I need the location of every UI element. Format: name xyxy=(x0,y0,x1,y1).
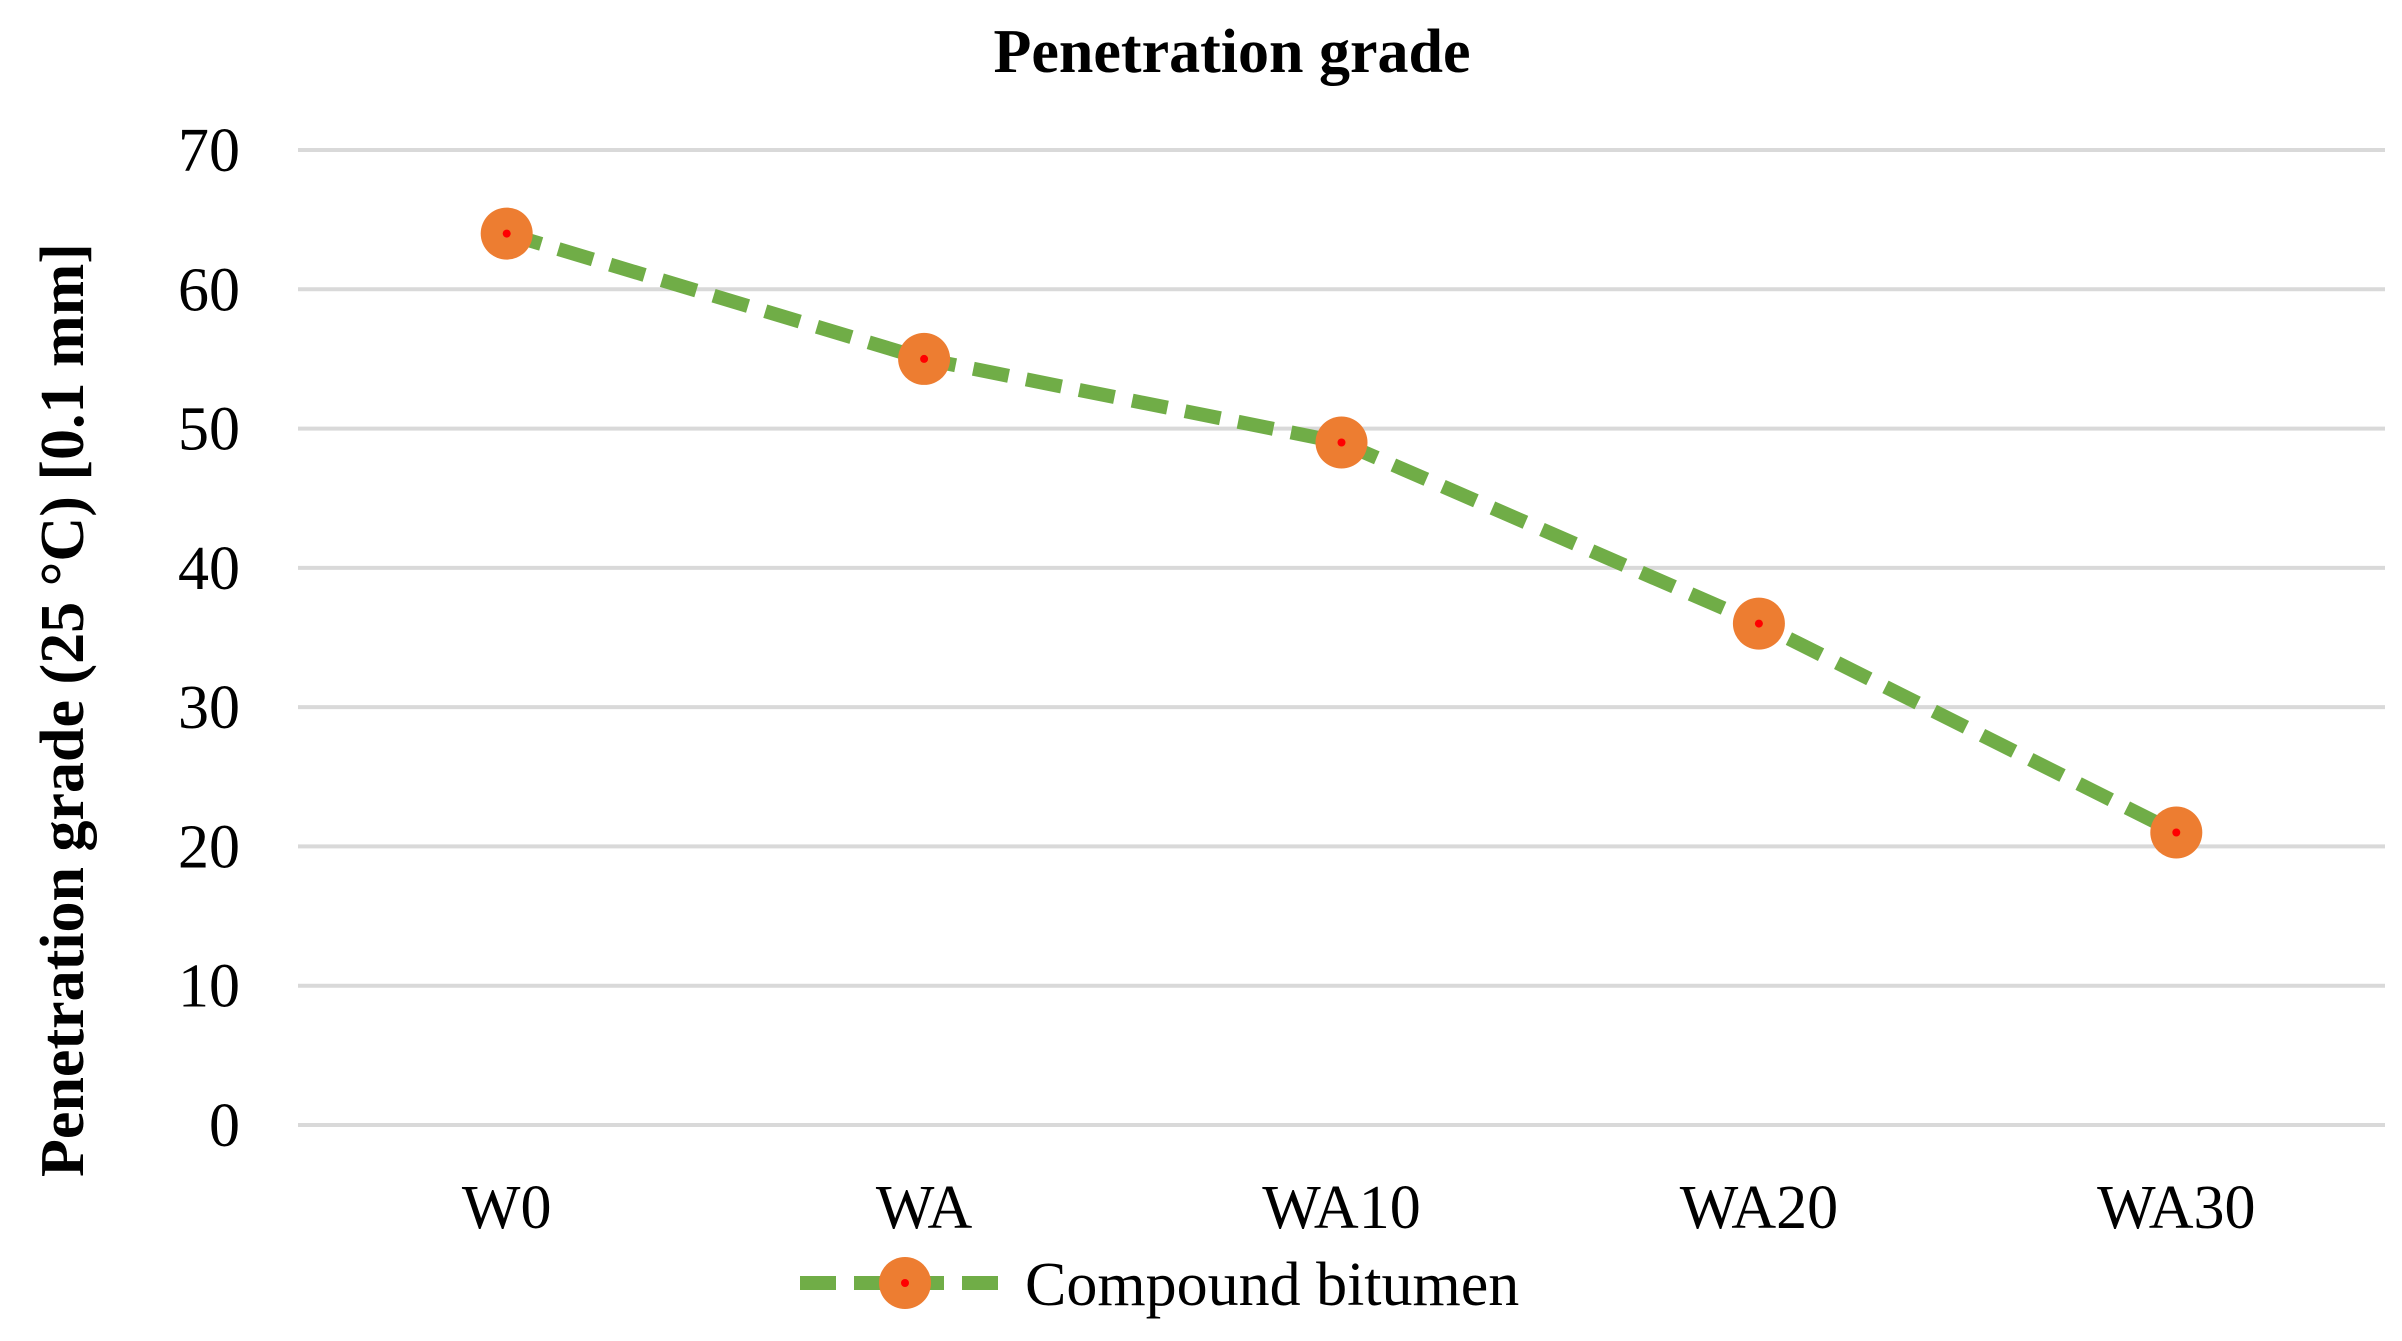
data-point-center xyxy=(502,229,511,238)
y-tick-label: 10 xyxy=(178,953,240,1021)
data-point-center xyxy=(1754,619,1763,628)
legend: Compound bitumen xyxy=(800,1251,1519,1319)
legend-label: Compound bitumen xyxy=(1025,1251,1519,1319)
y-tick-label: 50 xyxy=(178,396,240,464)
legend-marker-center xyxy=(901,1279,909,1287)
y-tick-label: 70 xyxy=(178,117,240,185)
data-point-center xyxy=(1337,438,1346,447)
x-tick-label: WA20 xyxy=(1680,1174,1838,1242)
y-tick-label: 60 xyxy=(178,256,240,324)
y-tick-label: 30 xyxy=(178,674,240,742)
y-tick-label: 20 xyxy=(178,813,240,881)
y-tick-label: 40 xyxy=(178,535,240,603)
data-point-center xyxy=(920,354,929,363)
gridlines xyxy=(298,148,2385,1127)
series-layer xyxy=(480,207,2203,859)
x-tick-label: WA30 xyxy=(2097,1174,2255,1242)
x-tick-label: WA10 xyxy=(1262,1174,1420,1242)
x-tick-label: W0 xyxy=(462,1174,552,1242)
x-axis-ticks: W0 WA WA10 WA20 WA30 xyxy=(462,1174,2256,1242)
y-axis-label: Penetration grade (25 °C) [0.1 mm] xyxy=(29,243,97,1177)
y-tick-label: 0 xyxy=(209,1092,240,1160)
series-line xyxy=(504,226,2180,839)
chart-title: Penetration grade xyxy=(994,18,1471,86)
x-tick-label: WA xyxy=(876,1174,973,1242)
data-point-center xyxy=(2172,828,2181,837)
y-axis-ticks: 0 10 20 30 40 50 60 70 xyxy=(178,117,240,1160)
